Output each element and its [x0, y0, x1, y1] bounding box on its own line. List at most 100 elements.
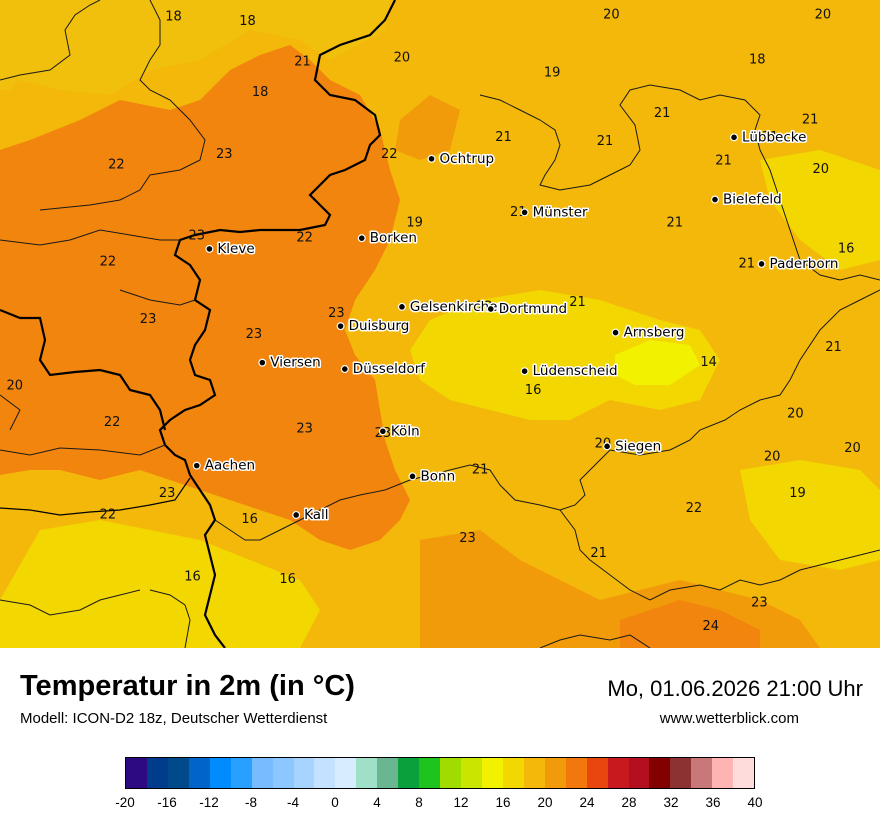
city-dot: [336, 322, 345, 331]
legend-color-cell: [293, 758, 315, 788]
temperature-value: 23: [140, 312, 157, 327]
temperature-map[interactable]: 18 18 20 21 20 20 19 18 18 21 21 21 21 21 22 23 22 21 20 21…: [0, 0, 880, 648]
temperature-value: 21: [495, 130, 512, 145]
city-dot: [408, 472, 417, 481]
temperature-value: 16: [838, 241, 855, 256]
temperature-value: 18: [749, 53, 766, 68]
city-marker[interactable]: Paderborn: [757, 254, 840, 273]
temperature-value: 21: [715, 153, 732, 168]
city-dot: [340, 365, 349, 374]
legend-tick-label: -16: [157, 795, 177, 810]
city-dot: [520, 367, 529, 376]
temperature-value: 20: [787, 407, 804, 422]
city-marker[interactable]: Lübbecke: [730, 128, 808, 147]
warm-zone-twente: [395, 95, 460, 160]
website-link[interactable]: www.wetterblick.com: [659, 710, 799, 727]
city-marker[interactable]: Ochtrup: [427, 149, 496, 168]
city-label: Borken: [370, 230, 417, 246]
temperature-value: 18: [165, 10, 182, 25]
legend-tick-label: 40: [747, 795, 763, 810]
temperature-value: 22: [100, 254, 117, 269]
legend-color-cell: [440, 758, 461, 788]
region-border-south: [539, 634, 651, 648]
city-marker[interactable]: Düsseldorf: [340, 360, 428, 379]
city-marker[interactable]: Arnsberg: [611, 323, 686, 342]
region-border-5: [0, 444, 166, 456]
city-marker[interactable]: Münster: [520, 203, 590, 222]
temperature-value: 16: [184, 570, 201, 585]
city-label: Viersen: [270, 355, 320, 371]
legend-color-cell: [335, 758, 357, 788]
temperature-value: 14: [700, 355, 717, 370]
color-scale-ticks: -20 -16 -12 -8 -4 0 4 8 12 16 20 24 28 32 36 40: [115, 795, 762, 815]
temperature-value: 20: [815, 8, 832, 23]
temperature-value: 21: [825, 340, 842, 355]
legend-color-cell: [670, 758, 692, 788]
city-label: Ochtrup: [440, 151, 495, 167]
legend-color-cell: [398, 758, 420, 788]
temperature-value: 21: [472, 462, 489, 477]
legend-color-cell: [586, 758, 608, 788]
legend-color-cell: [523, 758, 545, 788]
cooler-zone-eifel: [0, 520, 320, 648]
temperature-value: 23: [188, 229, 205, 244]
legend-tick-label: -20: [115, 795, 135, 810]
city-marker[interactable]: Kall: [292, 505, 330, 524]
color-scale-legend: [125, 757, 755, 789]
city-marker[interactable]: Siegen: [603, 437, 663, 456]
warm-zone-southeast: [620, 600, 760, 648]
city-marker[interactable]: Aachen: [192, 456, 257, 475]
city-label: Bielefeld: [723, 192, 782, 208]
region-border-3: [0, 229, 180, 246]
legend-color-cell: [502, 758, 524, 788]
city-marker[interactable]: Kleve: [205, 239, 256, 258]
cooler-zone-southeast: [740, 460, 880, 570]
legend-color-cell: [733, 758, 755, 788]
legend-color-cell: [251, 758, 273, 788]
city-label: Dortmund: [499, 301, 567, 317]
cooler-zone-sauerland: [410, 290, 720, 420]
city-marker[interactable]: Borken: [357, 229, 419, 248]
city-marker[interactable]: Duisburg: [336, 317, 411, 336]
temperature-value: 23: [751, 595, 768, 610]
legend-color-cell: [126, 758, 147, 788]
legend-tick-label: -12: [199, 795, 219, 810]
country-border-be-lu: [0, 477, 191, 516]
temperature-value: 22: [108, 158, 125, 173]
temperature-value: 18: [252, 85, 269, 100]
city-label: Siegen: [615, 438, 661, 454]
map-footer: Temperatur in 2m (in °C) Modell: ICON-D2…: [0, 648, 880, 830]
temperature-value: 22: [381, 147, 398, 162]
temperature-value: 21: [294, 55, 311, 70]
temperature-value: 23: [159, 486, 176, 501]
city-marker[interactable]: Viersen: [258, 353, 322, 372]
city-marker[interactable]: Gelsenkirchen: [397, 297, 508, 316]
temperature-value: 21: [510, 205, 527, 220]
temperature-value: 19: [406, 216, 423, 231]
temperature-value: 21: [762, 130, 779, 145]
city-dot: [397, 302, 406, 311]
city-marker[interactable]: Köln: [378, 422, 421, 441]
temperature-value: 21: [802, 113, 819, 128]
city-label: Duisburg: [349, 318, 410, 334]
legend-color-cell: [272, 758, 294, 788]
legend-color-cell: [146, 758, 168, 788]
city-marker[interactable]: Dortmund: [486, 299, 569, 318]
temperature-value: 24: [702, 619, 719, 634]
legend-tick-label: 20: [537, 795, 553, 810]
legend-tick-label: 16: [495, 795, 511, 810]
legend-tick-label: 0: [331, 795, 339, 810]
legend-tick-label: 8: [415, 795, 423, 810]
temperature-value: 23: [328, 306, 345, 321]
city-marker[interactable]: Bonn: [408, 467, 457, 486]
legend-color-cell: [461, 758, 482, 788]
city-marker[interactable]: Lüdenscheid: [520, 362, 619, 381]
city-dot: [611, 328, 620, 337]
city-dot: [603, 442, 612, 451]
temperature-value: 20: [603, 8, 620, 23]
city-dot: [292, 510, 301, 519]
city-label: Aachen: [205, 458, 255, 474]
region-border-2: [39, 0, 206, 211]
legend-color-cell: [481, 758, 503, 788]
city-marker[interactable]: Bielefeld: [710, 190, 783, 209]
